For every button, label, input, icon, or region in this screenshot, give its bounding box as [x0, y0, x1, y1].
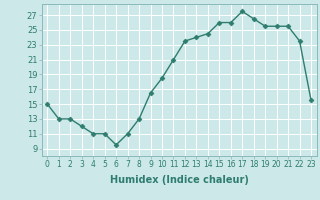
X-axis label: Humidex (Indice chaleur): Humidex (Indice chaleur) — [110, 175, 249, 185]
